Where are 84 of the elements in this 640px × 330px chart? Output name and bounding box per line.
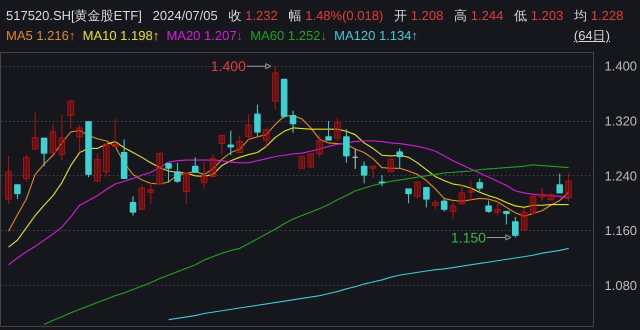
candlestick — [334, 117, 341, 142]
candlestick — [236, 134, 243, 154]
annotation: 1.150 — [450, 229, 486, 246]
y-tick-label: 1.400 — [604, 58, 638, 74]
candlestick — [40, 138, 48, 167]
candlestick — [112, 118, 118, 148]
chart-title: 517520.SH[黄金股ETF] — [6, 8, 142, 23]
candlestick — [458, 184, 466, 206]
candlestick — [476, 178, 483, 192]
candlestick — [290, 110, 296, 134]
candlestick — [548, 192, 554, 201]
candlestick — [272, 66, 278, 110]
candlestick — [450, 202, 456, 220]
candlestick — [503, 210, 510, 225]
candlestick — [298, 156, 306, 169]
candlestick — [228, 130, 234, 156]
candlestick — [378, 174, 386, 187]
line-series — [168, 248, 570, 320]
candlestick — [352, 148, 358, 170]
candlestick — [183, 172, 190, 204]
candlestick — [210, 154, 216, 177]
y-tick-label: 1.080 — [604, 278, 638, 293]
candlestick — [58, 114, 66, 162]
candlestick — [405, 188, 412, 204]
candlestick — [147, 182, 154, 204]
candlestick — [538, 188, 546, 201]
candlestick — [530, 196, 536, 214]
candlestick — [316, 134, 323, 158]
candlestick — [388, 158, 394, 172]
candlestick — [254, 104, 261, 137]
candlestick — [14, 184, 21, 200]
candlestick — [23, 154, 30, 182]
candlestick — [396, 148, 403, 169]
candlestick — [5, 155, 12, 204]
candlestick — [50, 123, 56, 154]
candlestick — [423, 186, 430, 208]
annotation: 1.400 — [210, 58, 246, 74]
candlestick — [67, 99, 74, 130]
text: 开 1.208 — [394, 8, 444, 23]
y-tick-label: 1.240 — [604, 168, 638, 184]
candlestick — [520, 207, 528, 230]
candlestick — [414, 181, 421, 200]
candlestick — [565, 172, 572, 202]
text: 均 1.228 — [574, 8, 624, 23]
candlestick — [192, 156, 198, 173]
y-tick-label: 1.320 — [604, 114, 638, 128]
candlestick — [343, 128, 350, 164]
candlestick — [440, 198, 448, 212]
candlestick — [200, 162, 208, 190]
candlestick — [245, 114, 252, 142]
candlestick — [32, 112, 38, 150]
text: MA10 1.198↑ — [82, 28, 160, 43]
candlestick — [325, 120, 332, 141]
candlestick — [494, 200, 501, 216]
candlestick — [432, 199, 439, 210]
candlestick — [138, 184, 146, 210]
candlestick — [308, 153, 314, 169]
text: MA20 1.207↓ — [166, 28, 244, 43]
text: MA120 1.134↑ — [334, 28, 418, 43]
candlestick — [512, 216, 519, 238]
text: MA5 1.216↑ — [6, 28, 76, 43]
text: MA60 1.252↓ — [250, 28, 327, 43]
text: 幅 1.48%(0.018) — [288, 8, 384, 23]
candlestick — [263, 128, 270, 148]
candlestick — [370, 166, 376, 180]
candlestick — [485, 200, 492, 214]
y-tick-label: 1.160 — [604, 223, 638, 238]
candlestick — [156, 152, 163, 185]
candlestick — [174, 162, 181, 184]
candlestick — [130, 196, 136, 216]
candlestick — [165, 162, 172, 184]
candlestick — [218, 134, 226, 156]
text: 高 1.244 — [454, 8, 504, 23]
text: (64日) — [574, 27, 610, 45]
candlestick — [94, 152, 101, 182]
candlestick — [103, 144, 110, 178]
line-series — [44, 164, 570, 325]
text: 低 1.203 — [514, 8, 564, 23]
chart-subtitle: 2024/07/05 — [152, 8, 218, 23]
candlestick — [556, 173, 563, 194]
text: 收 1.232 — [228, 8, 278, 23]
candlestick — [360, 160, 368, 184]
candlestick — [76, 124, 83, 154]
candlestick — [468, 180, 474, 201]
